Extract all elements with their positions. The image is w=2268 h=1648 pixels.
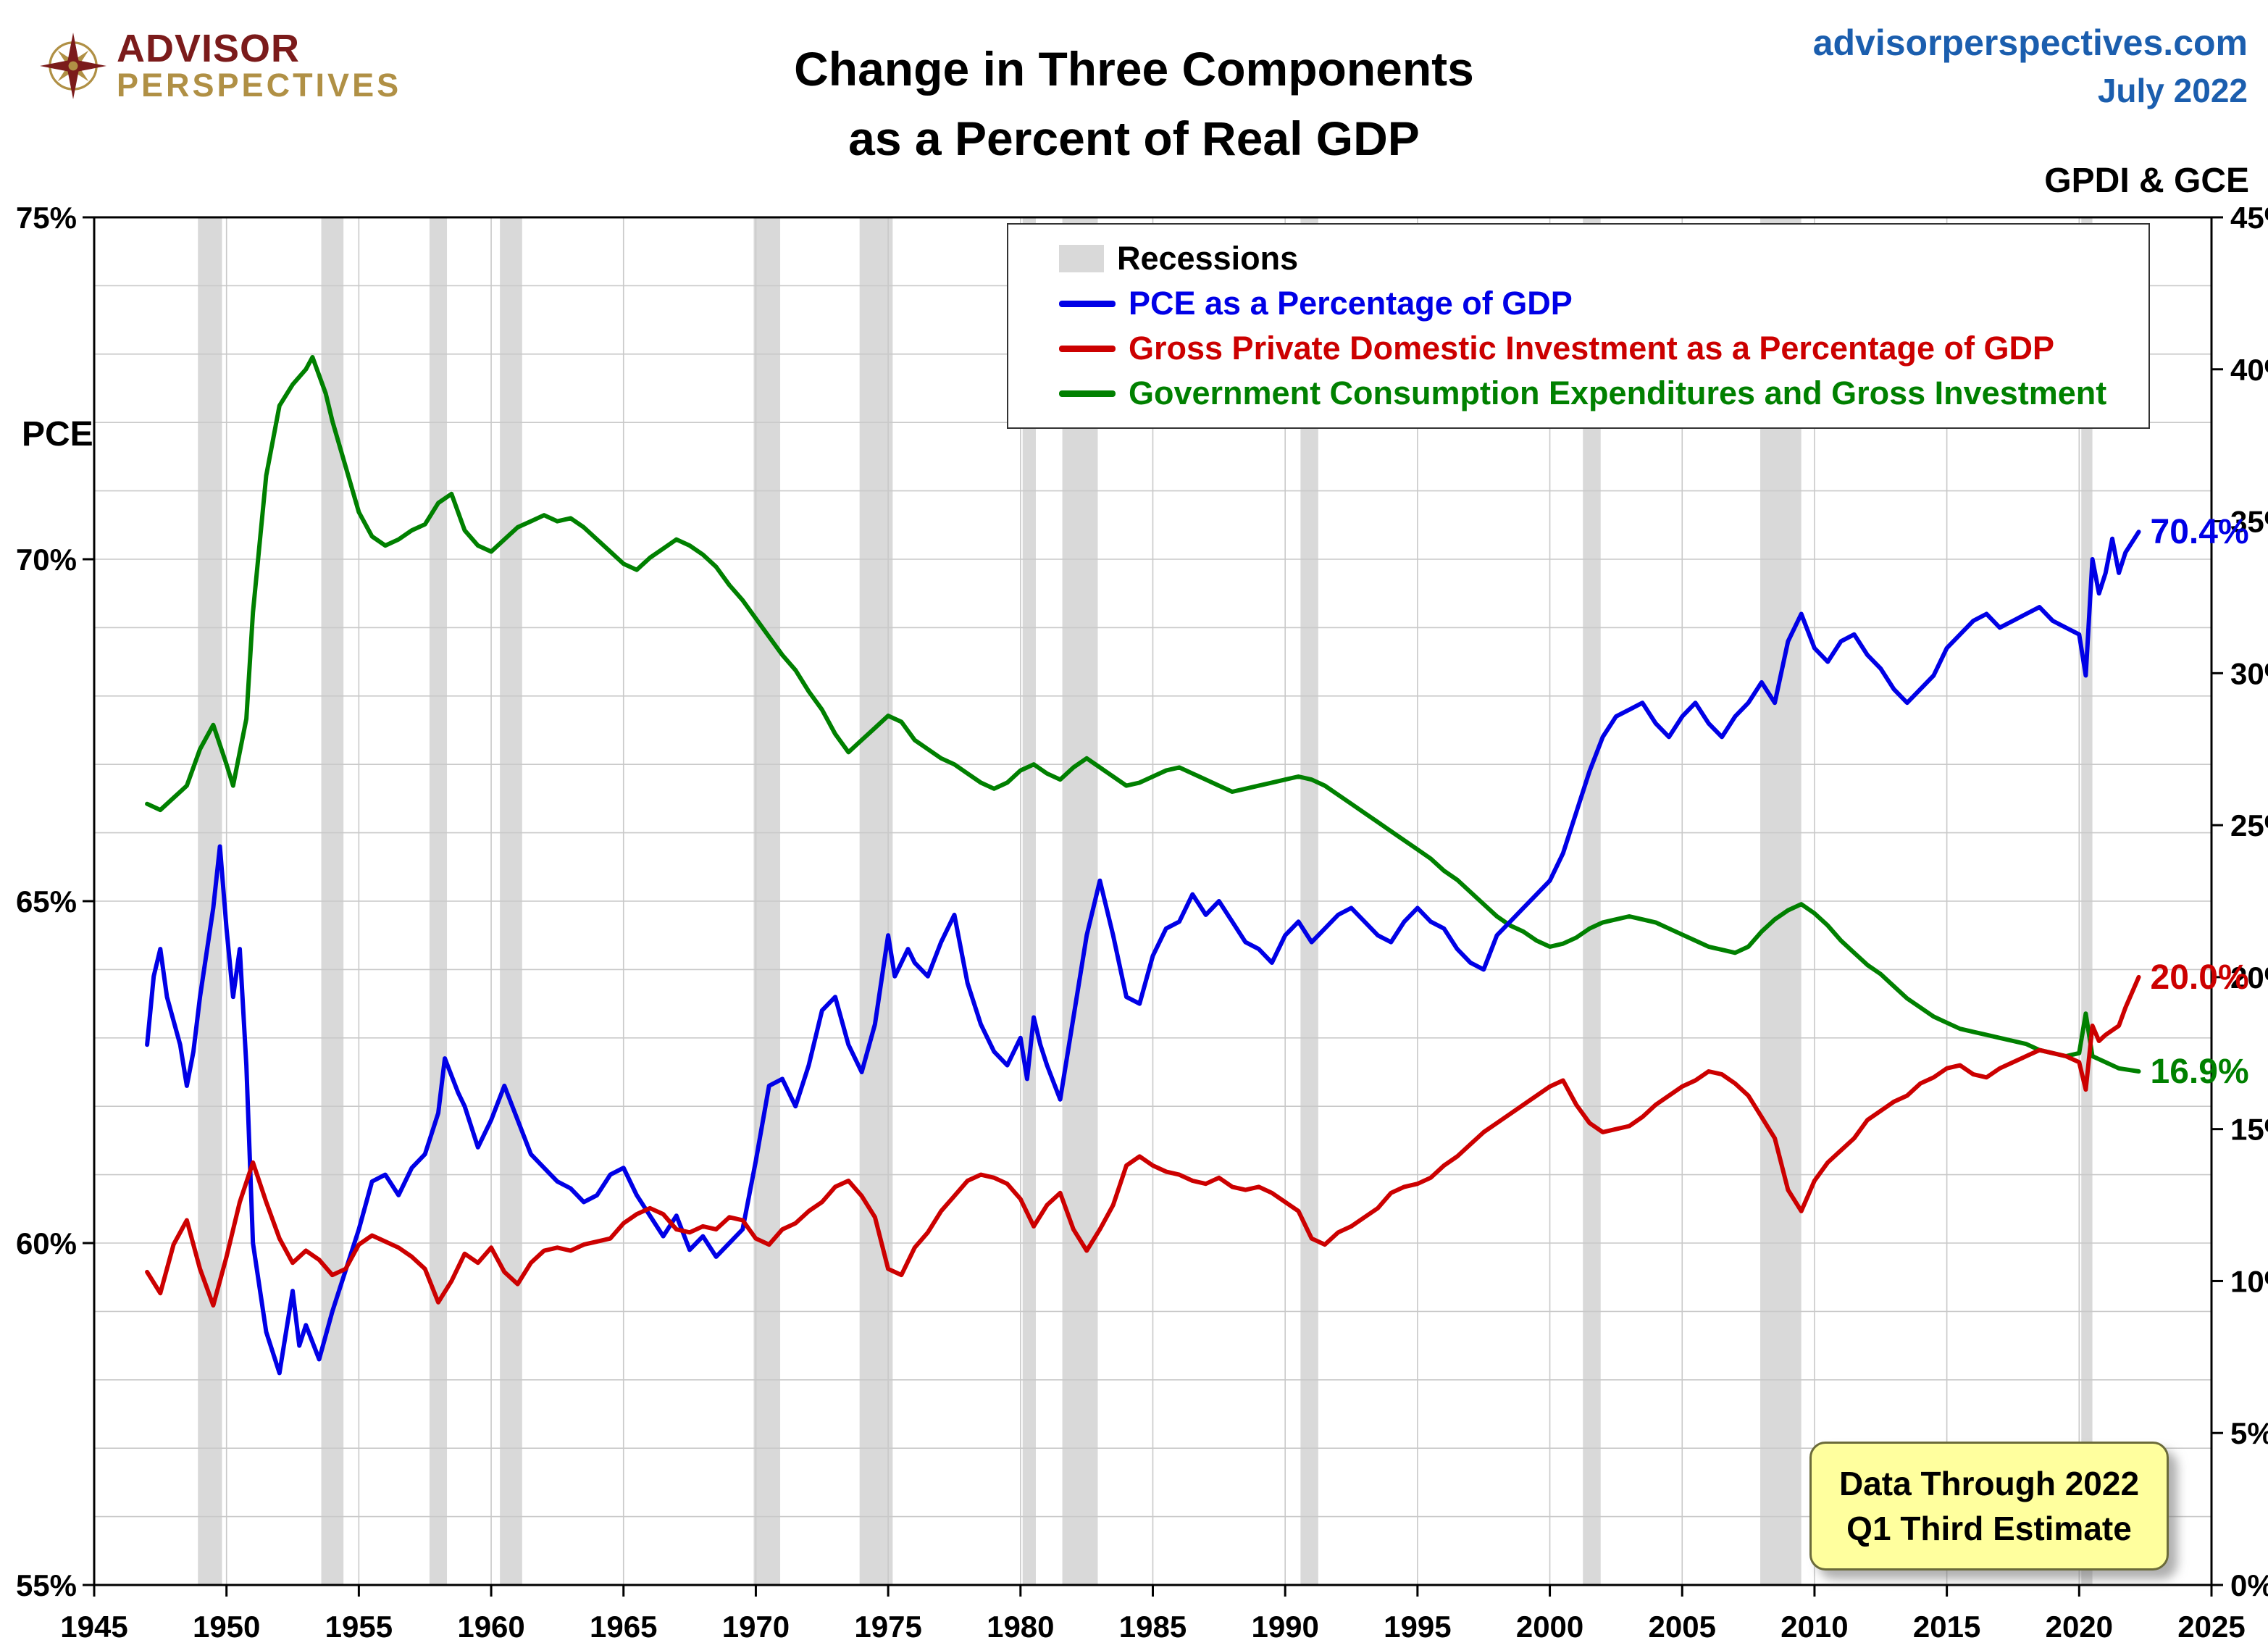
- svg-text:2015: 2015: [1913, 1610, 1980, 1644]
- svg-text:2010: 2010: [1780, 1610, 1848, 1644]
- gce-line-swatch: [1059, 390, 1116, 397]
- legend-row-gpdi: Gross Private Domestic Investment as a P…: [1059, 326, 2141, 371]
- svg-text:30%: 30%: [2230, 656, 2268, 690]
- site-box: advisorperspectives.com July 2022: [1813, 22, 2248, 110]
- page-title: Change in Three Components as a Percent …: [0, 35, 2268, 173]
- svg-text:2020: 2020: [2046, 1610, 2113, 1644]
- svg-text:40%: 40%: [2230, 353, 2268, 387]
- site-link[interactable]: advisorperspectives.com: [1812, 22, 2248, 63]
- svg-text:1990: 1990: [1251, 1610, 1318, 1644]
- pce-line-swatch: [1059, 300, 1116, 307]
- svg-text:1995: 1995: [1384, 1610, 1451, 1644]
- svg-text:1965: 1965: [590, 1610, 657, 1644]
- svg-text:20.0%: 20.0%: [2151, 958, 2249, 997]
- svg-text:2025: 2025: [2177, 1610, 2245, 1644]
- recession-swatch: [1059, 245, 1104, 272]
- svg-text:1985: 1985: [1119, 1610, 1187, 1644]
- svg-text:0%: 0%: [2230, 1568, 2268, 1602]
- svg-text:1955: 1955: [325, 1610, 393, 1644]
- left-axis-caption: PCE: [22, 415, 93, 453]
- right-axis-caption: GPDI & GCE: [2044, 162, 2249, 200]
- svg-text:45%: 45%: [2230, 201, 2268, 235]
- legend-label-gpdi: Gross Private Domestic Investment as a P…: [1129, 330, 2054, 367]
- legend-label-gce: Government Consumption Expenditures and …: [1129, 375, 2107, 411]
- logo-word-perspectives: PERSPECTIVES: [117, 67, 402, 104]
- compass-rose-icon: [40, 32, 106, 99]
- legend-label-recessions: Recessions: [1117, 240, 1299, 277]
- legend-label-pce: PCE as a Percentage of GDP: [1129, 285, 1573, 322]
- svg-text:5%: 5%: [2230, 1416, 2268, 1450]
- svg-text:25%: 25%: [2230, 808, 2268, 842]
- svg-text:10%: 10%: [2230, 1264, 2268, 1298]
- svg-text:2000: 2000: [1516, 1610, 1583, 1644]
- logo-word-advisor: ADVISOR: [117, 27, 301, 70]
- title-line-2: as a Percent of Real GDP: [848, 111, 1420, 165]
- svg-text:70.4%: 70.4%: [2151, 513, 2249, 551]
- svg-text:1970: 1970: [722, 1610, 790, 1644]
- svg-text:1950: 1950: [193, 1610, 260, 1644]
- note-line-2: Q1 Third Estimate: [1846, 1510, 2132, 1548]
- svg-text:70%: 70%: [16, 543, 77, 577]
- report-date: July 2022: [2097, 72, 2248, 109]
- svg-text:15%: 15%: [2230, 1113, 2268, 1147]
- svg-text:1945: 1945: [60, 1610, 127, 1644]
- svg-text:1980: 1980: [987, 1610, 1054, 1644]
- data-through-note: Data Through 2022 Q1 Third Estimate: [1809, 1442, 2169, 1571]
- legend-row-pce: PCE as a Percentage of GDP: [1059, 281, 2141, 326]
- svg-text:65%: 65%: [16, 884, 77, 919]
- legend: Recessions PCE as a Percentage of GDP Gr…: [1007, 223, 2150, 429]
- title-line-1: Change in Three Components: [794, 42, 1474, 96]
- svg-text:55%: 55%: [16, 1568, 77, 1602]
- svg-text:1975: 1975: [854, 1610, 921, 1644]
- logo: ADVISOR PERSPECTIVES: [40, 29, 401, 102]
- legend-row-recessions: Recessions: [1059, 236, 2141, 281]
- legend-row-gce: Government Consumption Expenditures and …: [1059, 371, 2141, 416]
- svg-text:60%: 60%: [16, 1226, 77, 1260]
- svg-text:2005: 2005: [1649, 1610, 1716, 1644]
- svg-text:1960: 1960: [457, 1610, 524, 1644]
- svg-text:20%: 20%: [2230, 961, 2268, 995]
- gpdi-line-swatch: [1059, 345, 1116, 352]
- svg-text:35%: 35%: [2230, 505, 2268, 539]
- svg-text:16.9%: 16.9%: [2151, 1053, 2249, 1091]
- note-line-1: Data Through 2022: [1838, 1465, 2140, 1502]
- svg-text:75%: 75%: [16, 201, 77, 235]
